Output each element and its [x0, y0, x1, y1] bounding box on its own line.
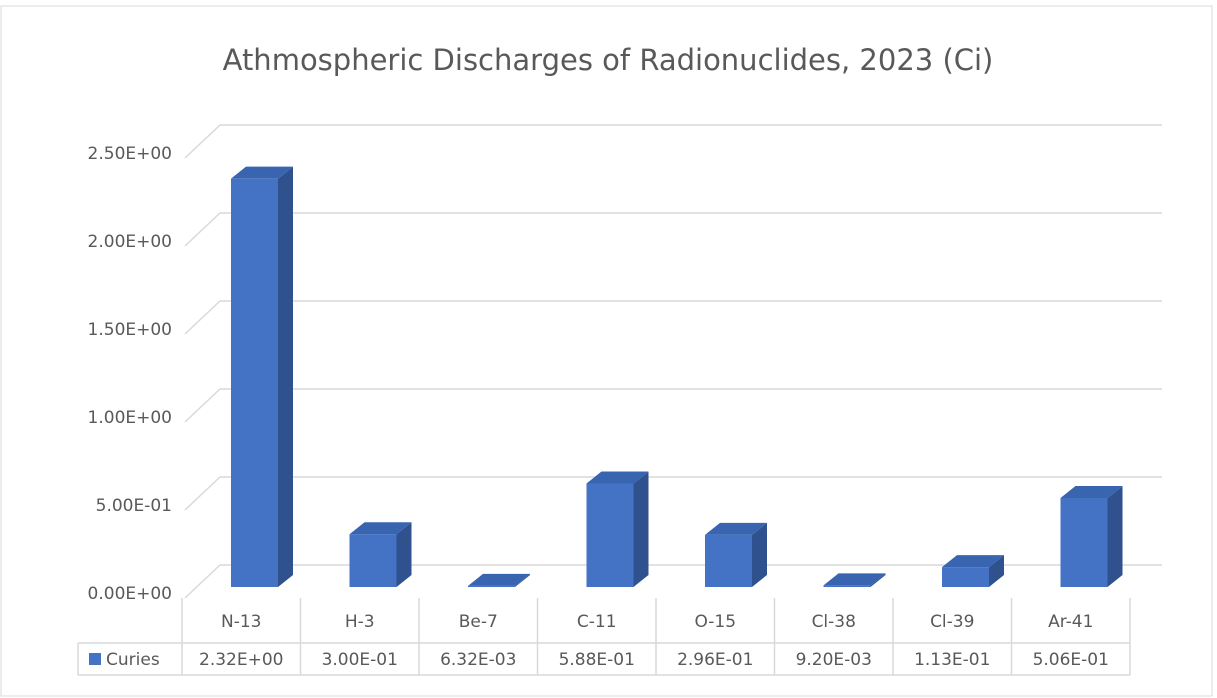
grid-line — [184, 564, 1162, 599]
y-tick-label: 5.00E-01 — [96, 496, 172, 516]
x-tick-label: Be-7 — [459, 612, 498, 632]
y-tick-label: 1.00E+00 — [88, 408, 172, 428]
y-tick-label: 1.50E+00 — [88, 320, 172, 340]
legend-label: Curies — [106, 650, 160, 670]
bar — [231, 178, 278, 587]
bar — [705, 534, 752, 587]
grid-line — [184, 300, 1162, 335]
y-tick-label: 2.00E+00 — [88, 232, 172, 252]
bar-top — [231, 166, 293, 179]
grid-line — [184, 388, 1162, 423]
bar-side — [752, 522, 767, 587]
bar-side — [278, 166, 293, 587]
legend-swatch — [89, 653, 101, 665]
grid-line — [184, 212, 1162, 247]
bar-side — [1107, 485, 1123, 587]
bar-side — [989, 555, 1004, 587]
data-label: 5.06E-01 — [1033, 650, 1109, 670]
bar-side — [870, 573, 886, 587]
bar-side — [396, 522, 412, 587]
x-tick-label: Ar-41 — [1048, 612, 1093, 632]
bar — [586, 483, 634, 587]
x-tick-label: Cl-38 — [812, 612, 856, 632]
x-tick-label: Cl-39 — [930, 612, 974, 632]
grid-line — [184, 124, 1162, 159]
data-label: 2.96E-01 — [677, 650, 753, 670]
bar — [349, 534, 397, 587]
x-tick-label: O-15 — [694, 612, 736, 632]
bar-top — [1060, 485, 1123, 498]
data-label: 3.00E-01 — [322, 650, 398, 670]
bar-top — [823, 573, 886, 586]
bar — [823, 585, 871, 587]
data-label: 5.88E-01 — [559, 650, 635, 670]
x-tick-label: H-3 — [345, 612, 375, 632]
chart-title: Athmospheric Discharges of Radionuclides… — [223, 43, 994, 77]
x-tick-label: N-13 — [221, 612, 261, 632]
bar-top — [705, 522, 767, 535]
grid-line — [184, 476, 1162, 511]
bar-side — [515, 573, 530, 587]
y-tick-label: 0.00E+00 — [88, 584, 172, 604]
bar — [942, 567, 989, 587]
data-label: 9.20E-03 — [796, 650, 872, 670]
bar-top — [468, 573, 530, 586]
data-label: 6.32E-03 — [440, 650, 516, 670]
chart-border — [0, 5, 1213, 697]
bar-top — [586, 471, 649, 484]
x-tick-label: C-11 — [577, 612, 617, 632]
bar-side — [633, 471, 649, 587]
y-tick-label: 2.50E+00 — [88, 144, 172, 164]
bar-top — [349, 522, 412, 535]
bar — [468, 585, 515, 587]
bar — [1060, 497, 1108, 587]
bar-top — [942, 555, 1004, 568]
data-label: 2.32E+00 — [199, 650, 283, 670]
data-label: 1.13E-01 — [914, 650, 990, 670]
